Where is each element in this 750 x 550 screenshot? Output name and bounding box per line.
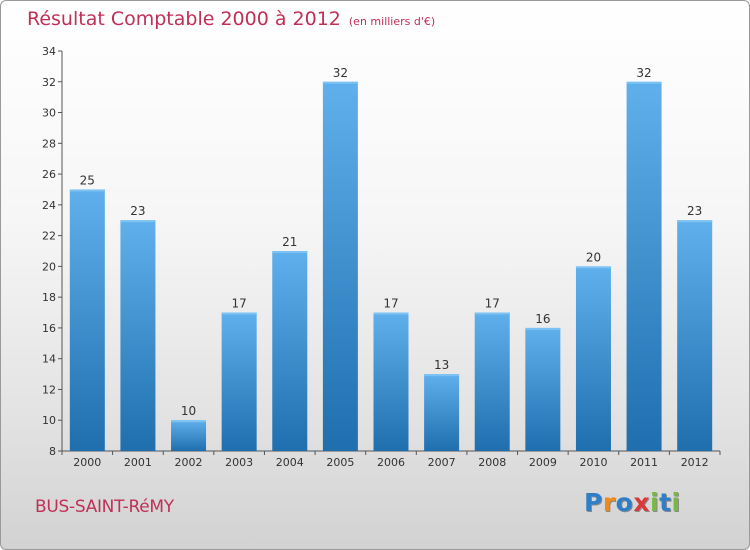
x-tick-label: 2009: [529, 456, 557, 469]
bar-highlight: [677, 220, 713, 223]
bar-highlight: [474, 312, 510, 315]
bar: [626, 81, 662, 452]
data-label: 13: [434, 358, 449, 372]
x-tick-label: 2003: [225, 456, 253, 469]
logo-letter: t: [659, 488, 672, 517]
y-tick-label: 28: [42, 137, 56, 150]
bar: [69, 189, 105, 451]
x-tick-label: 2007: [428, 456, 456, 469]
unit-note: (en milliers d'€): [348, 15, 436, 28]
data-label: 17: [485, 297, 500, 311]
bar: [322, 81, 358, 452]
y-tick-label: 34: [42, 45, 56, 58]
data-label: 32: [333, 66, 348, 80]
bar: [272, 251, 308, 451]
x-tick-label: 2010: [579, 456, 607, 469]
y-tick-label: 10: [42, 414, 56, 427]
bar: [525, 327, 561, 451]
bar-highlight: [626, 81, 662, 84]
bar-highlight: [575, 266, 611, 269]
data-label: 25: [80, 173, 95, 187]
y-tick-label: 12: [42, 383, 56, 396]
x-tick-label: 2004: [276, 456, 304, 469]
bar-highlight: [69, 189, 105, 192]
x-tick-label: 2012: [681, 456, 709, 469]
bar: [221, 312, 257, 451]
logo-letter: i: [671, 488, 681, 517]
y-tick-label: 20: [42, 260, 56, 273]
y-tick-label: 22: [42, 230, 56, 243]
x-tick-label: 2005: [326, 456, 354, 469]
x-tick-label: 2008: [478, 456, 506, 469]
bar: [373, 312, 409, 451]
proxiti-logo: Proxiti: [584, 488, 681, 517]
logo-letter: i: [650, 488, 660, 517]
bar-highlight: [373, 312, 409, 315]
y-tick-label: 18: [42, 291, 56, 304]
bar-highlight: [120, 220, 156, 223]
bar-highlight: [221, 312, 257, 315]
data-label: 21: [282, 235, 297, 249]
data-label: 20: [586, 250, 601, 264]
data-label: 17: [383, 297, 398, 311]
data-label: 16: [535, 312, 550, 326]
data-label: 10: [181, 404, 196, 418]
bar: [677, 220, 713, 451]
logo-letter: o: [615, 488, 634, 517]
bar: [474, 312, 510, 451]
bar-highlight: [272, 251, 308, 253]
title-text: Résultat Comptable 2000 à 2012: [27, 8, 341, 30]
y-tick-label: 30: [42, 107, 56, 120]
bar-highlight: [525, 327, 561, 330]
logo-letter: x: [633, 488, 650, 517]
data-label: 32: [636, 66, 651, 80]
x-tick-label: 2011: [630, 456, 658, 469]
y-tick-label: 16: [42, 322, 56, 335]
y-tick-label: 14: [42, 353, 56, 366]
bar-highlight: [322, 81, 358, 84]
bar-highlight: [171, 420, 207, 423]
logo-letter: r: [602, 488, 616, 517]
data-label: 23: [130, 204, 145, 218]
bar: [424, 374, 460, 451]
x-tick-label: 2000: [73, 456, 101, 469]
bar: [171, 420, 207, 451]
bar-highlight: [424, 374, 460, 377]
y-tick-label: 26: [42, 168, 56, 181]
commune-name: BUS-SAINT-RéMY: [35, 497, 174, 517]
y-tick-label: 8: [49, 445, 56, 458]
x-tick-label: 2002: [175, 456, 203, 469]
y-tick-label: 32: [42, 76, 56, 89]
chart-title: Résultat Comptable 2000 à 2012 (en millie…: [27, 8, 435, 30]
bar: [120, 220, 156, 451]
y-tick-label: 24: [42, 199, 56, 212]
x-tick-label: 2006: [377, 456, 405, 469]
bar: [575, 266, 611, 451]
logo-letter: P: [584, 488, 603, 517]
data-label: 17: [232, 297, 247, 311]
x-tick-label: 2001: [124, 456, 152, 469]
data-label: 23: [687, 204, 702, 218]
